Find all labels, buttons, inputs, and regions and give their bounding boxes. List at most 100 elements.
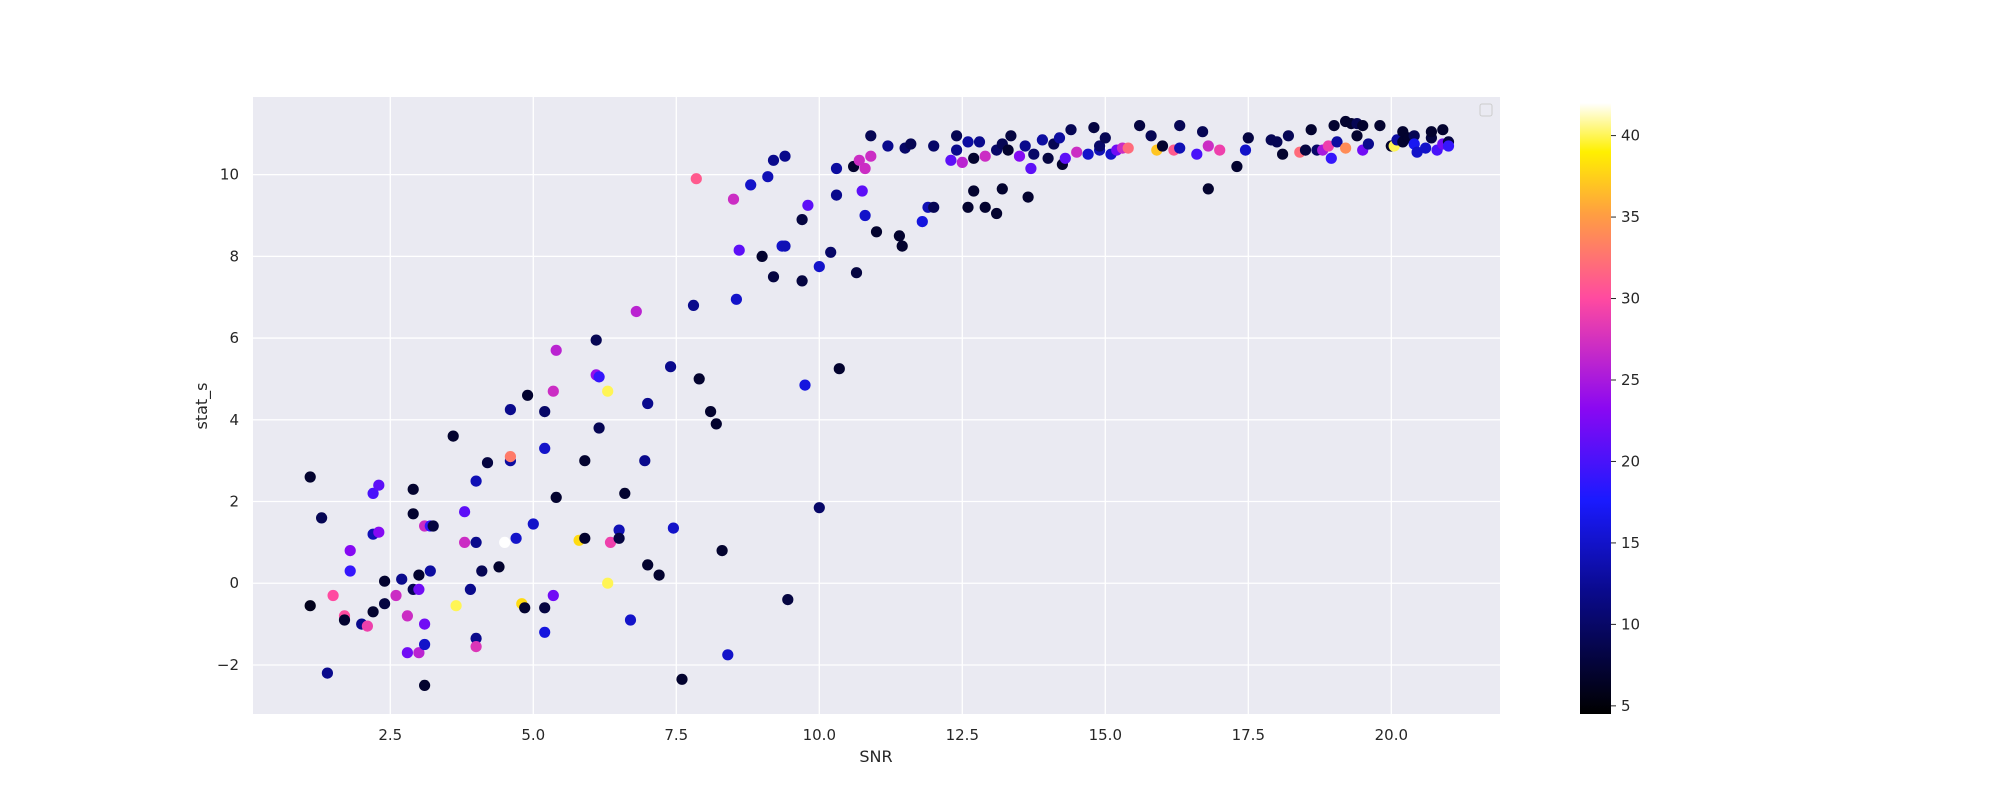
scatter-point [1425, 126, 1437, 138]
x-tick-label: 20.0 [1375, 726, 1408, 744]
scatter-point [1053, 132, 1066, 144]
y-tick-label: 4 [229, 411, 239, 429]
x-tick-label: 2.5 [378, 726, 402, 744]
scatter-point [1065, 124, 1077, 136]
scatter-point [642, 397, 654, 410]
scatter-point [604, 536, 617, 549]
scatter-point [1322, 140, 1334, 152]
x-tick-label: 7.5 [664, 726, 688, 744]
scatter-point [733, 244, 745, 256]
scatter-point [687, 299, 700, 311]
scatter-point [1088, 122, 1100, 134]
scatter-point [539, 442, 551, 454]
scatter-point [401, 610, 413, 622]
scatter-point [413, 569, 425, 581]
scatter-point [481, 457, 494, 469]
scatter-point [493, 561, 505, 573]
scatter-point [602, 577, 614, 589]
scatter-point [593, 422, 605, 434]
scatter-point [676, 673, 688, 685]
scatter-point [945, 154, 957, 166]
scatter-point [602, 385, 614, 397]
scatter-point [1134, 120, 1146, 132]
colorbar-tick-label: 25 [1621, 371, 1640, 389]
scatter-point [882, 140, 894, 152]
colorbar-tick-label: 5 [1621, 697, 1631, 715]
legend-box [1479, 103, 1493, 117]
scatter-point [1059, 152, 1071, 164]
colorbar-ticks: 5 10 15 20 25 30 35 40 [1611, 127, 1640, 715]
scatter-point [762, 171, 774, 183]
scatter-point [407, 483, 419, 495]
scatter-point [379, 598, 391, 610]
x-tick-label: 10.0 [803, 726, 836, 744]
y-axis: −2 0 2 4 6 8 10 [217, 166, 239, 674]
scatter-point [613, 532, 625, 544]
scatter-point [653, 569, 665, 581]
scatter-point [1022, 191, 1034, 203]
scatter-point [344, 565, 356, 577]
scatter-point [1328, 120, 1340, 132]
scatter-point [1191, 148, 1203, 160]
scatter-point [407, 508, 419, 520]
scatter-point [833, 363, 845, 375]
x-tick-label: 15.0 [1089, 726, 1122, 744]
scatter-point [665, 361, 677, 373]
scatter-point [767, 271, 780, 283]
scatter-point [450, 600, 462, 612]
scatter-point [639, 455, 651, 467]
scatter-point [539, 626, 551, 638]
scatter-point [1036, 134, 1048, 146]
scatter-point [973, 136, 986, 148]
scatter-point [1374, 120, 1386, 132]
scatter-point [1202, 140, 1214, 152]
scatter-point [613, 524, 625, 536]
scatter-point [550, 344, 562, 356]
scatter-point [361, 620, 373, 632]
scatter-point [593, 371, 605, 383]
scatter-point [951, 144, 963, 156]
y-tick-label: 8 [229, 247, 239, 265]
scatter-point [896, 240, 908, 252]
scatter-point [1351, 130, 1363, 142]
scatter-point [1174, 120, 1186, 132]
scatter-point [527, 518, 539, 530]
scatter-point [779, 150, 791, 162]
scatter-point [401, 647, 413, 659]
scatter-point [799, 379, 811, 391]
scatter-point [690, 173, 702, 185]
scatter-point [304, 471, 316, 483]
scatter-point [1174, 142, 1186, 154]
scatter-point [1420, 142, 1432, 154]
scatter-point [928, 140, 940, 152]
scatter-point [579, 532, 591, 544]
scatter-point [782, 594, 794, 606]
scatter-point [459, 506, 471, 518]
scatter-point [859, 162, 871, 175]
scatter-point [727, 193, 740, 205]
scatter-point [630, 305, 642, 318]
scatter-point [968, 152, 980, 164]
scatter-point [802, 199, 814, 211]
scatter-point [327, 589, 339, 602]
scatter-point [1122, 142, 1134, 154]
scatter-point [522, 389, 534, 401]
scatter-point [1299, 144, 1312, 156]
scatter-point [447, 430, 459, 442]
grid-lines [253, 97, 1500, 714]
scatter-point [470, 641, 482, 653]
colorbar-tick-label: 15 [1621, 534, 1640, 552]
scatter-point [459, 536, 471, 549]
y-tick-label: −2 [217, 656, 239, 674]
scatter-point [470, 632, 482, 645]
scatter-point [419, 679, 431, 692]
scatter-point [850, 267, 863, 279]
scatter-point [619, 487, 631, 499]
scatter-point [1019, 140, 1031, 152]
scatter-point [979, 201, 991, 213]
scatter-point [1442, 140, 1455, 152]
scatter-point [968, 185, 980, 197]
scatter-point [539, 406, 551, 418]
scatter-point [539, 602, 551, 614]
colorbar-tick-label: 10 [1621, 615, 1640, 633]
